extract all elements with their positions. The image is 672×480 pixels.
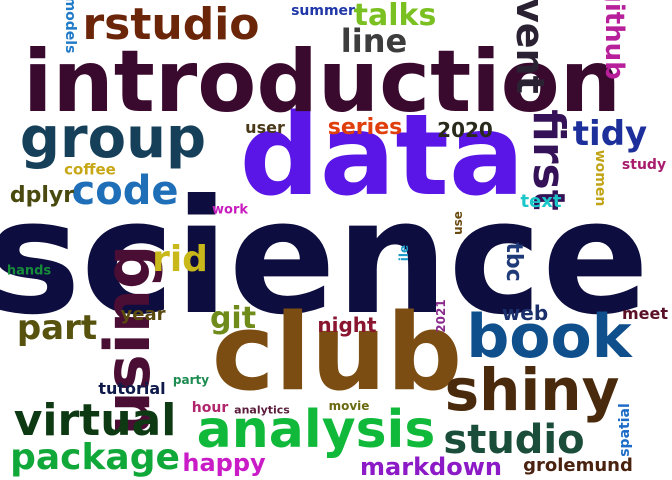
- word-web: web: [501, 301, 549, 325]
- word-markdown: markdown: [360, 453, 502, 480]
- word-movie: movie: [328, 399, 370, 413]
- word-tutorial: tutorial: [98, 379, 166, 398]
- word-part: part: [16, 308, 98, 348]
- word-group: group: [19, 106, 207, 171]
- word-shiny: shiny: [444, 356, 620, 424]
- word-book: book: [466, 302, 632, 372]
- word-coffee: coffee: [64, 160, 116, 179]
- word-spatial: spatial: [617, 403, 633, 457]
- word-night: night: [317, 313, 377, 337]
- word-science: science: [0, 166, 650, 350]
- word-package: package: [10, 437, 180, 478]
- word-work: work: [212, 202, 248, 218]
- word-data: data: [239, 91, 525, 221]
- word-use: use: [451, 211, 465, 235]
- word-hour: hour: [191, 400, 229, 416]
- word-happy: happy: [182, 449, 266, 477]
- word-hands: hands: [6, 263, 52, 279]
- word-text: text: [520, 191, 562, 212]
- word-git: git: [209, 301, 257, 336]
- word-analysis: analysis: [196, 400, 436, 460]
- word-models: models: [62, 0, 78, 54]
- word-virtual: virtual: [13, 395, 177, 446]
- word-club: club: [211, 291, 463, 414]
- word-year: year: [120, 304, 166, 325]
- word-series: series: [327, 115, 403, 140]
- word-user: user: [245, 118, 285, 137]
- word-rstudio: rstudio: [82, 0, 260, 50]
- word-ile: ile: [397, 244, 411, 262]
- word-tbc: tbc: [501, 242, 526, 282]
- word-2021: 2021: [434, 299, 448, 333]
- word-introduction: introduction: [23, 32, 621, 132]
- word-tidy: tidy: [572, 114, 648, 154]
- word-event: event: [508, 0, 552, 94]
- word-code: code: [71, 168, 179, 214]
- word-2020: 2020: [437, 118, 493, 142]
- word-summer: summer: [291, 3, 355, 19]
- word-analytics: analytics: [234, 403, 290, 417]
- word-line: line: [340, 22, 408, 60]
- word-rid: rid: [152, 239, 208, 280]
- word-party: party: [172, 373, 210, 387]
- word-women: women: [592, 149, 608, 207]
- word-talks: talks: [353, 0, 437, 33]
- word-dplyr: dplyr: [9, 183, 75, 208]
- word-grolemund: grolemund: [523, 455, 633, 476]
- word-github: github: [599, 0, 629, 80]
- word-meet: meet: [621, 304, 669, 323]
- word-study: study: [621, 157, 667, 173]
- word-studio: studio: [443, 417, 585, 463]
